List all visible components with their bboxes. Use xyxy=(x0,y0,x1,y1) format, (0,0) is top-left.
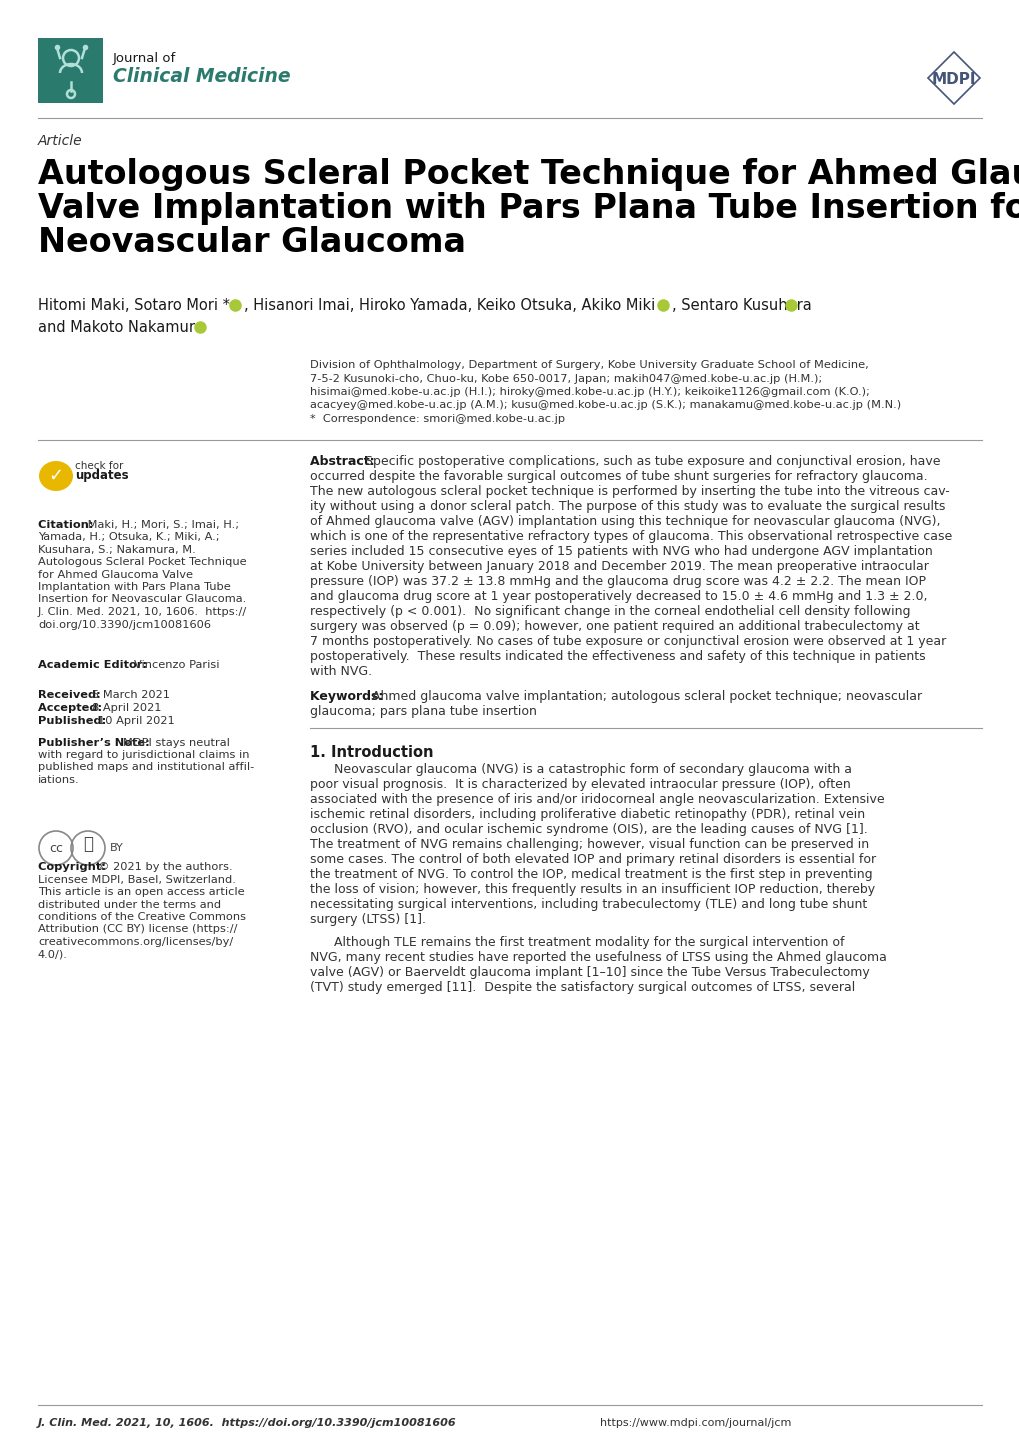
Text: 7-5-2 Kusunoki-cho, Chuo-ku, Kobe 650-0017, Japan; makih047@med.kobe-u.ac.jp (H.: 7-5-2 Kusunoki-cho, Chuo-ku, Kobe 650-00… xyxy=(310,373,821,384)
Text: valve (AGV) or Baerveldt glaucoma implant [1–10] since the Tube Versus Trabecule: valve (AGV) or Baerveldt glaucoma implan… xyxy=(310,966,869,979)
Text: BY: BY xyxy=(110,844,123,854)
Text: Specific postoperative complications, such as tube exposure and conjunctival ero: Specific postoperative complications, su… xyxy=(365,456,940,469)
Text: respectively (p < 0.001).  No significant change in the corneal endothelial cell: respectively (p < 0.001). No significant… xyxy=(310,606,910,619)
Text: associated with the presence of iris and/or iridocorneal angle neovascularizatio: associated with the presence of iris and… xyxy=(310,793,883,806)
Text: J. Clin. Med. 2021, 10, 1606.  https://doi.org/10.3390/jcm10081606: J. Clin. Med. 2021, 10, 1606. https://do… xyxy=(38,1417,457,1428)
Text: 4.0/).: 4.0/). xyxy=(38,949,68,959)
Text: Abstract:: Abstract: xyxy=(310,456,379,469)
Text: Neovascular glaucoma (NVG) is a catastrophic form of secondary glaucoma with a: Neovascular glaucoma (NVG) is a catastro… xyxy=(310,763,851,776)
Text: and Makoto Nakamura: and Makoto Nakamura xyxy=(38,320,209,335)
Text: Division of Ophthalmology, Department of Surgery, Kobe University Graduate Schoo: Division of Ophthalmology, Department of… xyxy=(310,360,868,371)
Text: which is one of the representative refractory types of glaucoma. This observatio: which is one of the representative refra… xyxy=(310,531,952,544)
Text: cc: cc xyxy=(49,842,63,855)
Text: doi.org/10.3390/jcm10081606: doi.org/10.3390/jcm10081606 xyxy=(38,620,211,630)
Text: Academic Editor:: Academic Editor: xyxy=(38,660,151,671)
Text: 5 March 2021: 5 March 2021 xyxy=(92,691,170,699)
Text: distributed under the terms and: distributed under the terms and xyxy=(38,900,221,910)
Text: Yamada, H.; Otsuka, K.; Miki, A.;: Yamada, H.; Otsuka, K.; Miki, A.; xyxy=(38,532,219,542)
Text: occlusion (RVO), and ocular ischemic syndrome (OIS), are the leading causes of N: occlusion (RVO), and ocular ischemic syn… xyxy=(310,823,867,836)
Text: 10 April 2021: 10 April 2021 xyxy=(98,717,174,725)
Text: NVG, many recent studies have reported the usefulness of LTSS using the Ahmed gl: NVG, many recent studies have reported t… xyxy=(310,952,886,965)
Text: Accepted:: Accepted: xyxy=(38,704,106,712)
Text: Hitomi Maki, Sotaro Mori *: Hitomi Maki, Sotaro Mori * xyxy=(38,298,229,313)
Text: 1. Introduction: 1. Introduction xyxy=(310,746,433,760)
Text: *  Correspondence: smori@med.kobe-u.ac.jp: * Correspondence: smori@med.kobe-u.ac.jp xyxy=(310,414,565,424)
Text: occurred despite the favorable surgical outcomes of tube shunt surgeries for ref: occurred despite the favorable surgical … xyxy=(310,470,926,483)
Text: i: i xyxy=(199,323,201,332)
Text: This article is an open access article: This article is an open access article xyxy=(38,887,245,897)
Text: of Ahmed glaucoma valve (AGV) implantation using this technique for neovascular : of Ahmed glaucoma valve (AGV) implantati… xyxy=(310,515,940,528)
Text: surgery was observed (p = 0.09); however, one patient required an additional tra: surgery was observed (p = 0.09); however… xyxy=(310,620,919,633)
Text: check for: check for xyxy=(75,461,123,472)
Ellipse shape xyxy=(39,461,73,490)
Text: some cases. The control of both elevated IOP and primary retinal disorders is es: some cases. The control of both elevated… xyxy=(310,854,875,867)
Text: updates: updates xyxy=(75,469,128,482)
Bar xyxy=(38,37,103,102)
Text: and glaucoma drug score at 1 year postoperatively decreased to 15.0 ± 4.6 mmHg a: and glaucoma drug score at 1 year postop… xyxy=(310,590,926,603)
Text: Valve Implantation with Pars Plana Tube Insertion for: Valve Implantation with Pars Plana Tube … xyxy=(38,192,1019,225)
Text: iations.: iations. xyxy=(38,774,79,784)
Text: acacyey@med.kobe-u.ac.jp (A.M.); kusu@med.kobe-u.ac.jp (S.K.); manakamu@med.kobe: acacyey@med.kobe-u.ac.jp (A.M.); kusu@me… xyxy=(310,401,900,411)
Text: poor visual prognosis.  It is characterized by elevated intraocular pressure (IO: poor visual prognosis. It is characteriz… xyxy=(310,779,850,792)
Text: i: i xyxy=(789,300,792,310)
Text: Neovascular Glaucoma: Neovascular Glaucoma xyxy=(38,226,466,260)
Text: Vincenzo Parisi: Vincenzo Parisi xyxy=(133,660,219,671)
Text: Ahmed glaucoma valve implantation; autologous scleral pocket technique; neovascu: Ahmed glaucoma valve implantation; autol… xyxy=(372,691,921,704)
Text: ✓: ✓ xyxy=(48,467,63,485)
Text: creativecommons.org/licenses/by/: creativecommons.org/licenses/by/ xyxy=(38,937,233,947)
Text: necessitating surgical interventions, including trabeculectomy (TLE) and long tu: necessitating surgical interventions, in… xyxy=(310,898,866,911)
Text: hisimai@med.kobe-u.ac.jp (H.I.); hiroky@med.kobe-u.ac.jp (H.Y.); keikoike1126@gm: hisimai@med.kobe-u.ac.jp (H.I.); hiroky@… xyxy=(310,386,869,397)
Text: MDPI stays neutral: MDPI stays neutral xyxy=(123,738,229,748)
Text: ity without using a donor scleral patch. The purpose of this study was to evalua: ity without using a donor scleral patch.… xyxy=(310,500,945,513)
Text: postoperatively.  These results indicated the effectiveness and safety of this t: postoperatively. These results indicated… xyxy=(310,650,924,663)
Text: Copyright:: Copyright: xyxy=(38,862,110,872)
Text: Journal of: Journal of xyxy=(113,52,176,65)
Text: the loss of vision; however, this frequently results in an insufficient IOP redu: the loss of vision; however, this freque… xyxy=(310,883,874,895)
Text: Clinical Medicine: Clinical Medicine xyxy=(113,66,290,87)
Text: Licensee MDPI, Basel, Switzerland.: Licensee MDPI, Basel, Switzerland. xyxy=(38,874,235,884)
Text: Kusuhara, S.; Nakamura, M.: Kusuhara, S.; Nakamura, M. xyxy=(38,545,196,555)
Text: (TVT) study emerged [11].  Despite the satisfactory surgical outcomes of LTSS, s: (TVT) study emerged [11]. Despite the sa… xyxy=(310,981,854,994)
Text: Keywords:: Keywords: xyxy=(310,691,387,704)
Text: Published:: Published: xyxy=(38,717,110,725)
Text: , Sentaro Kusuhara: , Sentaro Kusuhara xyxy=(672,298,815,313)
Text: ⓘ: ⓘ xyxy=(83,835,93,854)
Text: , Hisanori Imai, Hiroko Yamada, Keiko Otsuka, Akiko Miki: , Hisanori Imai, Hiroko Yamada, Keiko Ot… xyxy=(244,298,659,313)
Text: Citation:: Citation: xyxy=(38,521,98,531)
Text: Implantation with Pars Plana Tube: Implantation with Pars Plana Tube xyxy=(38,583,230,593)
Text: 8 April 2021: 8 April 2021 xyxy=(92,704,161,712)
Text: surgery (LTSS) [1].: surgery (LTSS) [1]. xyxy=(310,913,426,926)
Text: published maps and institutional affil-: published maps and institutional affil- xyxy=(38,763,254,773)
Text: Maki, H.; Mori, S.; Imai, H.;: Maki, H.; Mori, S.; Imai, H.; xyxy=(84,521,238,531)
Text: series included 15 consecutive eyes of 15 patients with NVG who had undergone AG: series included 15 consecutive eyes of 1… xyxy=(310,545,931,558)
Text: The new autologous scleral pocket technique is performed by inserting the tube i: The new autologous scleral pocket techni… xyxy=(310,485,949,497)
Text: Although TLE remains the first treatment modality for the surgical intervention : Although TLE remains the first treatment… xyxy=(310,936,844,949)
Text: conditions of the Creative Commons: conditions of the Creative Commons xyxy=(38,911,246,921)
Text: Insertion for Neovascular Glaucoma.: Insertion for Neovascular Glaucoma. xyxy=(38,594,246,604)
Text: glaucoma; pars plana tube insertion: glaucoma; pars plana tube insertion xyxy=(310,705,536,718)
Text: with regard to jurisdictional claims in: with regard to jurisdictional claims in xyxy=(38,750,250,760)
Text: with NVG.: with NVG. xyxy=(310,665,372,678)
Text: pressure (IOP) was 37.2 ± 13.8 mmHg and the glaucoma drug score was 4.2 ± 2.2. T: pressure (IOP) was 37.2 ± 13.8 mmHg and … xyxy=(310,575,925,588)
Text: Autologous Scleral Pocket Technique: Autologous Scleral Pocket Technique xyxy=(38,557,247,567)
Text: ischemic retinal disorders, including proliferative diabetic retinopathy (PDR), : ischemic retinal disorders, including pr… xyxy=(310,808,864,820)
Text: at Kobe University between January 2018 and December 2019. The mean preoperative: at Kobe University between January 2018 … xyxy=(310,559,928,572)
Text: i: i xyxy=(233,300,236,310)
Text: Attribution (CC BY) license (https://: Attribution (CC BY) license (https:// xyxy=(38,924,237,934)
Text: Publisher’s Note:: Publisher’s Note: xyxy=(38,738,154,748)
Text: for Ahmed Glaucoma Valve: for Ahmed Glaucoma Valve xyxy=(38,570,193,580)
Text: the treatment of NVG. To control the IOP, medical treatment is the first step in: the treatment of NVG. To control the IOP… xyxy=(310,868,872,881)
Text: Received:: Received: xyxy=(38,691,105,699)
Text: © 2021 by the authors.: © 2021 by the authors. xyxy=(98,862,232,872)
Text: https://www.mdpi.com/journal/jcm: https://www.mdpi.com/journal/jcm xyxy=(599,1417,791,1428)
Text: i: i xyxy=(661,300,663,310)
Text: 7 months postoperatively. No cases of tube exposure or conjunctival erosion were: 7 months postoperatively. No cases of tu… xyxy=(310,634,946,647)
Text: Article: Article xyxy=(38,134,83,149)
Text: MDPI: MDPI xyxy=(930,72,975,88)
Text: The treatment of NVG remains challenging; however, visual function can be preser: The treatment of NVG remains challenging… xyxy=(310,838,868,851)
Text: Autologous Scleral Pocket Technique for Ahmed Glaucoma: Autologous Scleral Pocket Technique for … xyxy=(38,159,1019,190)
Text: J. Clin. Med. 2021, 10, 1606.  https://: J. Clin. Med. 2021, 10, 1606. https:// xyxy=(38,607,247,617)
